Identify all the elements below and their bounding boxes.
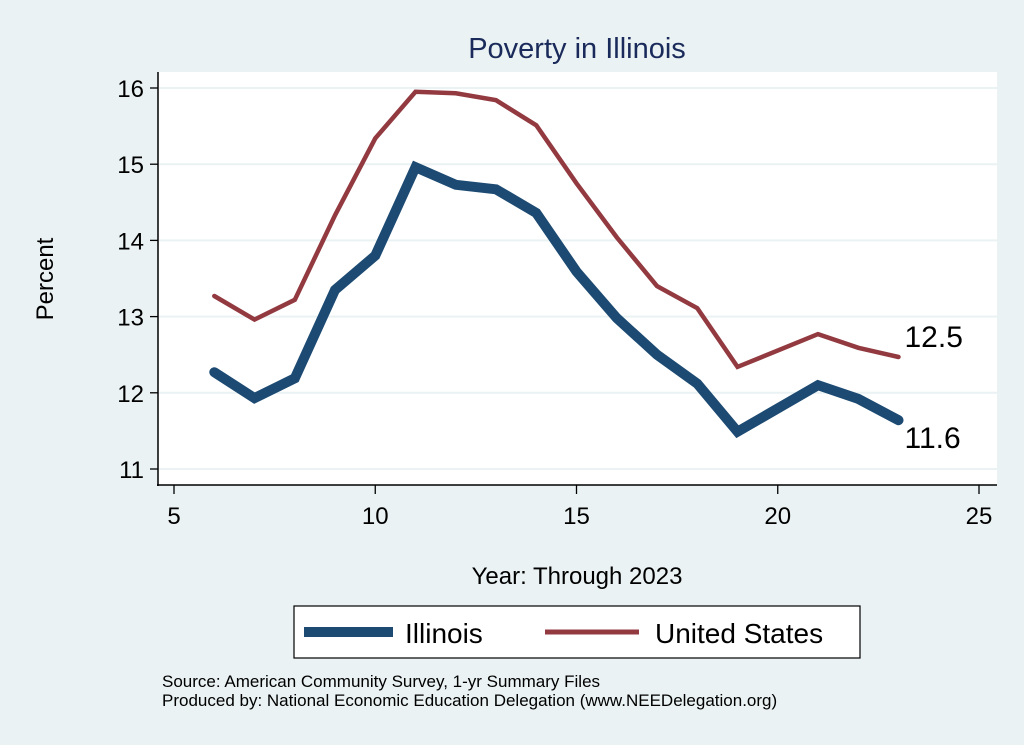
x-tick-label: 10 xyxy=(362,503,389,530)
source-note: Source: American Community Survey, 1-yr … xyxy=(162,672,600,691)
series-layer: 12.5 11.6 xyxy=(209,89,963,455)
y-tick-label: 12 xyxy=(117,381,144,408)
y-axis-title: Percent xyxy=(32,237,59,320)
legend-label-united-states: United States xyxy=(655,618,823,649)
y-tick-label: 14 xyxy=(117,228,144,255)
y-tick-label: 16 xyxy=(117,76,144,103)
end-label-illinois: 11.6 xyxy=(905,422,961,455)
y-tick-label: 15 xyxy=(117,152,144,179)
chart-title: Poverty in Illinois xyxy=(468,33,686,65)
y-ticks: 11 12 13 14 15 16 xyxy=(117,76,158,484)
x-tick-label: 25 xyxy=(966,503,993,530)
gridlines xyxy=(159,87,997,470)
y-tick-label: 13 xyxy=(117,305,144,332)
x-tick-label: 5 xyxy=(167,503,180,530)
x-ticks: 5 10 15 20 25 xyxy=(167,485,992,530)
legend: Illinois United States xyxy=(293,605,861,659)
y-tick-label: 11 xyxy=(119,457,144,484)
x-tick-label: 20 xyxy=(764,503,791,530)
x-axis-title: Year: Through 2023 xyxy=(472,563,683,590)
end-label-united-states: 12.5 xyxy=(905,321,963,354)
x-tick-label: 15 xyxy=(563,503,590,530)
legend-label-illinois: Illinois xyxy=(405,618,483,649)
producer-note: Produced by: National Economic Education… xyxy=(162,691,777,710)
